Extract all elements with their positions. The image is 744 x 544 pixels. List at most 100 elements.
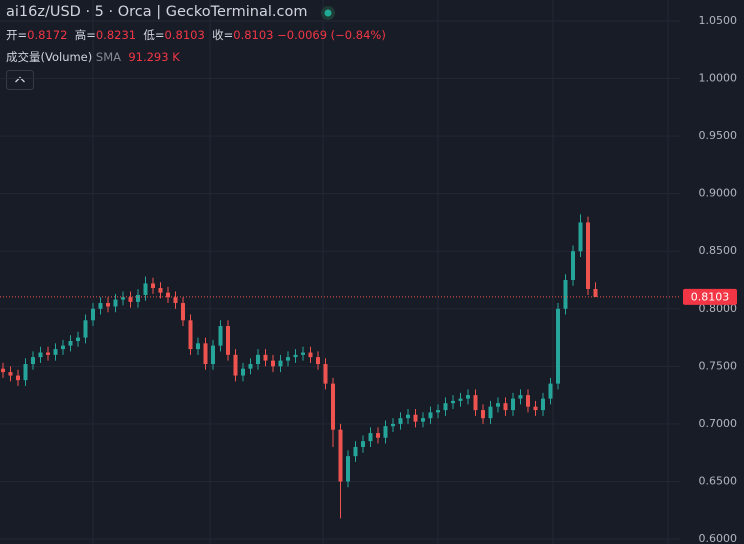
y-tick-label: 0.8500 <box>699 244 738 257</box>
candle-body <box>458 398 463 401</box>
y-tick-label: 0.6500 <box>699 474 738 487</box>
candle-body <box>226 326 230 355</box>
candle-body <box>76 337 80 342</box>
candle-body <box>443 403 448 411</box>
volume-sma-label: SMA <box>95 50 121 64</box>
collapse-icon <box>15 76 25 83</box>
candle-body <box>481 410 485 419</box>
candle-body <box>151 283 155 289</box>
candle-body <box>496 403 500 407</box>
candle-body <box>473 395 478 411</box>
candle-body <box>68 341 73 346</box>
candle-body <box>271 360 275 367</box>
candle-body <box>113 299 118 307</box>
candle-body <box>91 308 95 321</box>
candle-body <box>428 412 433 419</box>
candle-body <box>338 429 343 482</box>
candle-body <box>106 303 110 307</box>
candle-body <box>563 280 568 309</box>
candle-body <box>331 383 335 430</box>
low-label: 低= <box>143 28 165 42</box>
candle-body <box>8 372 13 376</box>
candle-body <box>188 320 193 350</box>
time-grid <box>92 0 669 544</box>
candle-body <box>233 354 238 376</box>
candle-body <box>83 320 88 338</box>
y-tick-label: 0.9000 <box>699 187 738 200</box>
y-tick-label: 0.7000 <box>699 417 738 430</box>
candle-body <box>38 352 43 358</box>
collapse-button[interactable] <box>6 70 34 90</box>
candle-body <box>533 406 538 411</box>
volume-label: 成交量(Volume) <box>6 50 93 64</box>
close-label: 收= <box>212 28 234 42</box>
candle-body <box>421 418 425 422</box>
candle-body <box>503 403 508 411</box>
candle-body <box>571 251 575 281</box>
last-price-tag <box>683 288 737 305</box>
candle-body <box>556 308 560 384</box>
candle-body <box>31 357 35 365</box>
candle-body <box>323 364 328 384</box>
candle-body <box>263 354 268 361</box>
candle-body <box>488 406 493 419</box>
candle-body <box>98 303 103 309</box>
candle-body <box>466 395 470 399</box>
candle-body <box>173 297 178 304</box>
candle-body <box>23 364 28 381</box>
candle-body <box>586 222 590 289</box>
candle-body <box>368 433 373 442</box>
candle-body <box>196 343 200 350</box>
candle-body <box>398 418 403 424</box>
high-value: 0.8231 <box>95 28 137 42</box>
title-row: ai16z/USD · 5 · Orca | GeckoTerminal.com <box>6 4 307 20</box>
high-label: 高= <box>74 28 96 42</box>
candle-body <box>241 368 245 376</box>
candle-body <box>578 222 583 252</box>
candle-body <box>166 292 170 298</box>
candle-body <box>436 410 440 413</box>
open-label: 开= <box>6 28 28 42</box>
low-value: 0.8103 <box>164 28 205 42</box>
close-value: 0.8103 <box>233 28 274 42</box>
candle-body <box>593 288 598 297</box>
last-price-label: 0.8103 <box>691 290 730 303</box>
candle-body <box>211 345 215 365</box>
candle-body <box>218 326 223 346</box>
candle-body <box>158 288 163 293</box>
price-axis-bg <box>680 0 744 544</box>
change-value: −0.0069 (−0.84%) <box>277 28 386 42</box>
y-tick-label: 0.9500 <box>699 129 738 142</box>
candle-body <box>541 398 545 411</box>
candle-body <box>143 283 148 295</box>
candle-body <box>61 345 65 350</box>
candle-body <box>46 352 50 355</box>
candle-body <box>256 354 260 365</box>
y-tick-label: 0.6000 <box>699 532 738 544</box>
candle-body <box>391 423 395 427</box>
candle-body <box>248 364 253 369</box>
candle-body <box>376 433 380 438</box>
candle-body <box>413 414 418 422</box>
candle-body <box>548 383 553 399</box>
y-tick-label: 1.0000 <box>699 72 738 85</box>
candle-body <box>361 441 365 447</box>
candle-body <box>316 357 320 365</box>
y-tick-label: 0.7500 <box>699 359 738 372</box>
candle-body <box>1 368 5 373</box>
chart-title: ai16z/USD · 5 · Orca | GeckoTerminal.com <box>6 4 308 20</box>
y-tick-label: 0.8000 <box>699 302 738 315</box>
volume-value: 91.293 K <box>128 50 180 64</box>
open-value: 0.8172 <box>27 28 68 42</box>
candle-body <box>511 398 515 411</box>
candle-body <box>16 375 20 381</box>
candle-body <box>293 354 298 358</box>
candle-body <box>278 360 283 367</box>
candle-body <box>526 395 530 407</box>
candle-body <box>181 303 185 321</box>
candle-body <box>353 446 358 457</box>
candle-body <box>406 414 410 419</box>
candle-body <box>53 349 58 355</box>
